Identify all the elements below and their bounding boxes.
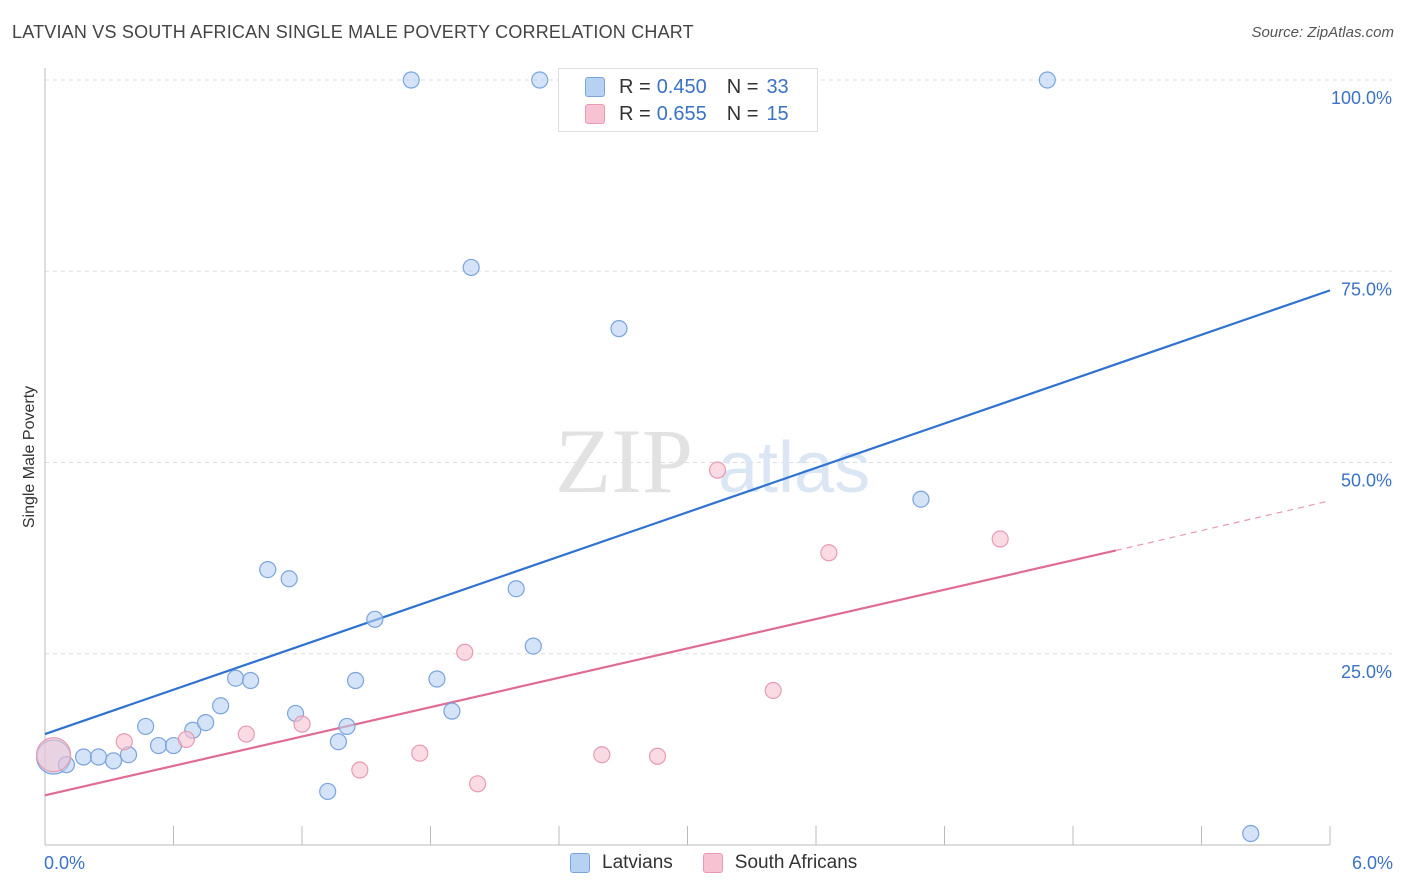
legend-n-label: N = <box>726 75 759 98</box>
latvian-point-15 <box>280 570 298 588</box>
latvian-point-24 <box>443 702 461 720</box>
south-african-trend-line <box>44 549 1117 797</box>
series-swatch-south-africans <box>702 853 723 873</box>
latvian-point-28 <box>531 71 549 89</box>
south-african-point-5 <box>351 761 369 779</box>
latvian-point-26 <box>507 580 525 598</box>
legend-n-value: 33 <box>766 75 789 98</box>
south-african-point-11 <box>708 461 727 479</box>
legend-r-label: R = <box>619 102 651 125</box>
y-axis-label: Single Male Poverty <box>21 386 38 528</box>
gridlines <box>45 79 1392 655</box>
south-african-point-9 <box>593 746 611 764</box>
y-tick-label-50: 50.0% <box>1341 471 1392 491</box>
latvian-point-17 <box>319 782 337 801</box>
legend-row-south-africans: R = 0.655 N = 15 <box>585 102 789 126</box>
series-legend-latvians[interactable]: Latvians <box>570 852 673 874</box>
south-african-point-2 <box>177 730 195 749</box>
x-tick-label-min: 0.0% <box>44 853 85 873</box>
latvian-point-14 <box>259 560 277 579</box>
latvian-point-30 <box>912 490 930 508</box>
latvian-point-21 <box>366 610 384 628</box>
y-tick-label-25: 25.0% <box>1341 662 1392 682</box>
latvian-point-27 <box>524 637 542 655</box>
latvian-point-13 <box>242 671 260 690</box>
latvian-point-32 <box>1242 824 1260 843</box>
south-african-point-13 <box>820 544 838 562</box>
latvian-point-11 <box>212 697 230 715</box>
south-african-point-14 <box>991 530 1009 548</box>
latvian-point-7 <box>149 736 168 755</box>
latvian-point-23 <box>428 670 446 688</box>
south-african-point-0 <box>35 737 72 773</box>
south-african-point-12 <box>764 681 782 700</box>
south-african-point-1 <box>115 733 133 751</box>
chart-title: LATVIAN VS SOUTH AFRICAN SINGLE MALE POV… <box>12 22 694 42</box>
legend-n-label: N = <box>726 102 759 125</box>
legend-r-value: 0.450 <box>656 75 707 98</box>
series-legend-south-africans[interactable]: South Africans <box>702 852 858 874</box>
latvian-point-31 <box>1038 71 1056 89</box>
latvian-trend-line <box>44 289 1331 736</box>
latvian-point-18 <box>329 733 348 751</box>
legend-row-latvians: R = 0.450 N = 33 <box>585 75 789 99</box>
latvian-point-4 <box>104 752 123 770</box>
stats-legend: R = 0.450 N = 33 R = 0.655 N = 15 <box>558 68 818 132</box>
south-african-point-3 <box>237 725 255 743</box>
legend-r-value: 0.655 <box>656 102 707 125</box>
data-points <box>35 71 1260 843</box>
latvian-point-10 <box>197 713 215 732</box>
series-label-south-africans: South Africans <box>734 852 858 873</box>
watermark: ZIP atlas <box>555 410 870 512</box>
series-legend: Latvians South Africans <box>570 852 887 874</box>
legend-n-value: 15 <box>766 102 789 125</box>
latvian-point-12 <box>227 669 245 687</box>
latvian-point-20 <box>346 671 365 690</box>
latvian-point-2 <box>74 748 93 766</box>
legend-swatch-latvians <box>585 77 605 97</box>
axes <box>44 68 1331 846</box>
latvian-point-6 <box>137 717 155 736</box>
watermark-zip: ZIP <box>555 410 693 512</box>
latvian-point-29 <box>610 320 628 338</box>
legend-swatch-south-africans <box>585 104 605 124</box>
y-tick-label-100: 100.0% <box>1331 88 1392 108</box>
trend-lines <box>44 289 1331 797</box>
south-african-point-6 <box>411 744 429 762</box>
south-african-point-8 <box>469 775 487 793</box>
y-tick-label-75: 75.0% <box>1341 279 1392 299</box>
legend-r-label: R = <box>619 75 651 98</box>
latvian-point-25 <box>462 258 480 277</box>
tick-labels: 25.0% 50.0% 75.0% 100.0% 0.0% 6.0% <box>44 88 1393 873</box>
series-swatch-latvians <box>570 853 590 873</box>
south-african-point-7 <box>456 643 474 661</box>
south-african-point-10 <box>648 747 667 765</box>
latvian-point-22 <box>402 71 420 89</box>
watermark-atlas: atlas <box>718 428 870 508</box>
latvian-point-3 <box>89 748 108 766</box>
source-label: Source: ZipAtlas.com <box>1251 24 1394 41</box>
south-african-trend-extension <box>1115 500 1331 552</box>
series-label-latvians: Latvians <box>602 852 673 873</box>
south-african-point-4 <box>293 715 311 733</box>
x-tick-label-max: 6.0% <box>1352 853 1393 873</box>
latvian-point-19 <box>338 717 356 736</box>
